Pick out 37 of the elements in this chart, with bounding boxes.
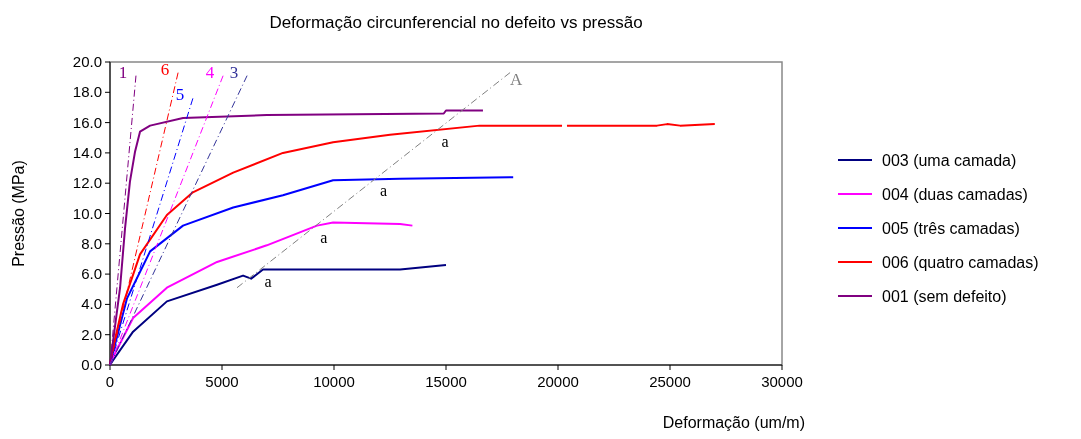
series-label: 3 xyxy=(229,62,239,82)
y-tick-label: 20.0 xyxy=(72,53,102,70)
x-tick-label: 5000 xyxy=(205,373,239,390)
y-tick-label: 18.0 xyxy=(72,83,102,101)
series-label: 4 xyxy=(205,62,215,82)
y-tick-label: 16.0 xyxy=(72,113,102,131)
annotation: a xyxy=(379,181,387,199)
x-axis-title: Deformação (um/m) xyxy=(662,414,805,431)
annotation: a xyxy=(320,228,328,246)
line-series xyxy=(109,264,447,366)
annotation: a xyxy=(441,133,449,151)
y-tick-label: 0.0 xyxy=(81,356,102,373)
series-label: A xyxy=(509,69,523,89)
series-label: 5 xyxy=(175,85,185,105)
chart-title: Deformação circunferencial no defeito vs pressão xyxy=(269,13,643,32)
series-label: 6 xyxy=(160,59,170,79)
y-tick-label: 10.0 xyxy=(72,204,102,222)
legend-label: 003 (uma camada) xyxy=(882,152,1017,169)
legend-label: 001 (sem defeito) xyxy=(882,288,1007,305)
y-axis-title: Pressão (MPa) xyxy=(10,160,27,267)
x-tick-label: 10000 xyxy=(313,373,355,390)
x-tick-label: 0 xyxy=(105,373,115,390)
y-tick-label: 4.0 xyxy=(81,295,102,313)
x-tick-label: 20000 xyxy=(537,373,579,390)
legend-label: 004 (duas camadas) xyxy=(882,186,1028,203)
y-tick-label: 2.0 xyxy=(81,325,102,343)
y-tick-label: 12.0 xyxy=(72,174,102,192)
legend-label: 006 (quatro camadas) xyxy=(882,254,1039,271)
x-tick-label: 30000 xyxy=(761,373,803,390)
series-label: 1 xyxy=(118,62,128,82)
legend-label: 005 (três camadas) xyxy=(882,220,1020,237)
y-tick-label: 6.0 xyxy=(81,265,102,283)
y-tick-label: 8.0 xyxy=(81,234,102,252)
annotation: a xyxy=(264,272,272,290)
y-tick-label: 14.0 xyxy=(72,143,102,161)
x-tick-label: 25000 xyxy=(649,373,691,390)
x-tick-label: 15000 xyxy=(425,373,467,390)
